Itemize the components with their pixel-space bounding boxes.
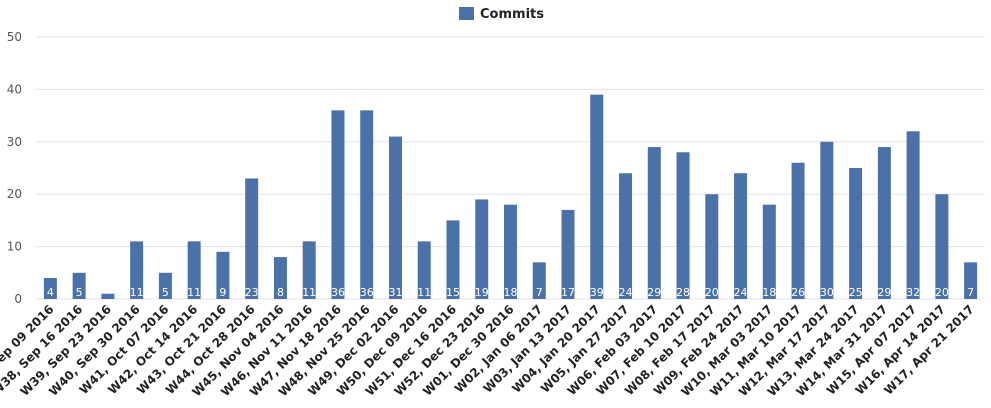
bar xyxy=(676,152,690,299)
value-label: 7 xyxy=(536,286,543,299)
bar xyxy=(101,293,115,299)
bar xyxy=(561,209,575,299)
value-label: 26 xyxy=(791,286,805,299)
bar xyxy=(849,168,863,299)
bar xyxy=(705,194,719,299)
y-tick-label: 10 xyxy=(7,240,22,254)
bar xyxy=(935,194,949,299)
value-label: 11 xyxy=(417,286,431,299)
bar xyxy=(877,147,891,299)
bar xyxy=(43,278,57,299)
bar xyxy=(762,204,776,299)
y-tick-label: 0 xyxy=(14,292,22,306)
value-label: 7 xyxy=(967,286,974,299)
value-label: 24 xyxy=(619,286,633,299)
bar xyxy=(734,173,748,299)
bar xyxy=(158,272,172,299)
value-label: 15 xyxy=(446,286,460,299)
bar xyxy=(590,94,604,299)
value-label: 36 xyxy=(360,286,374,299)
value-label: 29 xyxy=(647,286,661,299)
y-tick-label: 40 xyxy=(7,82,22,96)
value-label: 8 xyxy=(277,286,284,299)
value-label: 17 xyxy=(561,286,575,299)
value-label: 20 xyxy=(705,286,719,299)
y-tick-label: 20 xyxy=(7,187,22,201)
bar xyxy=(820,141,834,299)
bar xyxy=(647,147,661,299)
bar xyxy=(245,178,259,299)
value-label: 11 xyxy=(130,286,144,299)
bars xyxy=(43,94,978,299)
bar xyxy=(360,110,374,299)
chart-legend: Commits xyxy=(459,7,544,22)
value-label: 39 xyxy=(590,286,604,299)
value-label: 31 xyxy=(388,286,402,299)
bar xyxy=(906,131,920,299)
value-label: 20 xyxy=(935,286,949,299)
value-label: 24 xyxy=(734,286,748,299)
bar xyxy=(331,110,345,299)
value-label: 25 xyxy=(849,286,863,299)
value-label: 18 xyxy=(504,286,518,299)
value-label: 23 xyxy=(245,286,259,299)
value-label: 5 xyxy=(76,286,83,299)
value-label: 29 xyxy=(877,286,891,299)
bar xyxy=(791,162,805,299)
bar xyxy=(302,241,316,299)
value-label: 28 xyxy=(676,286,690,299)
bar xyxy=(619,173,633,299)
value-label: 18 xyxy=(762,286,776,299)
bar xyxy=(504,204,517,299)
value-label: 19 xyxy=(475,286,489,299)
value-label: 5 xyxy=(162,286,169,299)
bar xyxy=(964,262,978,299)
value-label: 30 xyxy=(820,286,834,299)
bar xyxy=(388,136,402,299)
bar xyxy=(446,220,460,299)
value-label: 32 xyxy=(906,286,920,299)
bar xyxy=(72,272,86,299)
bar xyxy=(475,199,489,299)
value-label: 4 xyxy=(47,286,54,299)
y-axis-ticks: 0 10 20 30 40 50 xyxy=(7,30,22,306)
bar xyxy=(216,251,230,299)
y-tick-label: 30 xyxy=(7,135,22,149)
value-label: 11 xyxy=(302,286,316,299)
bar xyxy=(417,241,431,299)
bar xyxy=(273,257,287,299)
bar xyxy=(130,241,144,299)
value-label: 9 xyxy=(219,286,226,299)
value-label: 11 xyxy=(187,286,201,299)
value-labels: 4 5 11 5 11 9 23 8 11 36 36 31 11 15 19 18 7 17 39 24 29 28 20… xyxy=(47,286,974,299)
bar xyxy=(187,241,201,299)
y-tick-label: 50 xyxy=(7,30,22,44)
bar xyxy=(532,262,546,299)
value-label: 36 xyxy=(331,286,345,299)
legend-swatch xyxy=(459,7,474,20)
legend-label: Commits xyxy=(480,7,544,22)
